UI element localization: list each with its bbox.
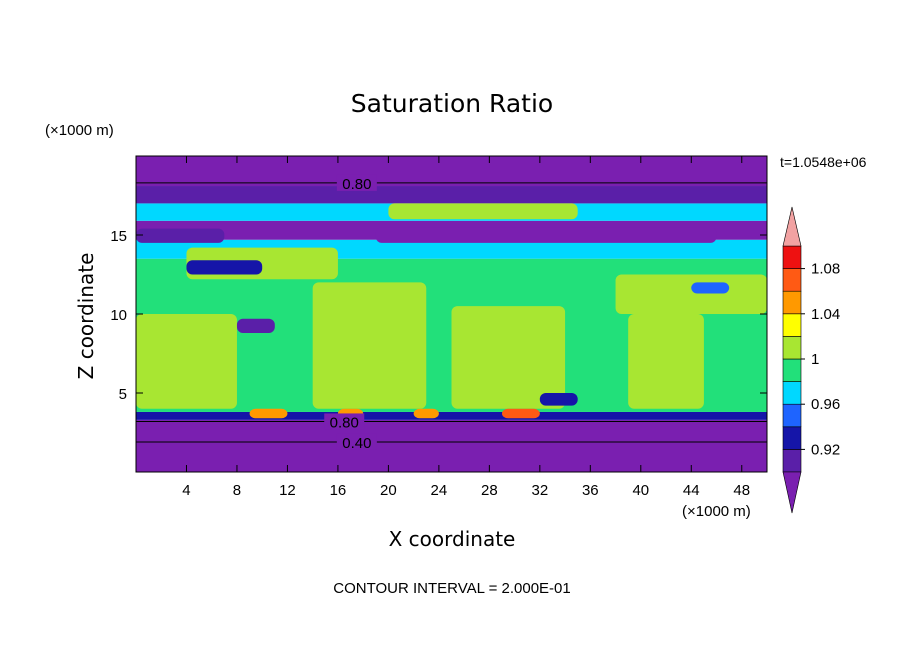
field-feature-4 [628,314,704,409]
colorbar-bin [782,381,802,405]
colorbar-over-triangle [782,206,802,247]
field-feature-5 [615,274,767,314]
field-feature-12 [691,282,730,294]
field-feature-10 [236,318,275,333]
field-layer-0 [136,419,767,472]
field-feature-15 [501,408,540,419]
contour-label-bg-1 [324,413,365,430]
x-tick-label: 24 [431,482,448,499]
field-feature-3 [451,306,566,409]
field-feature-13 [249,408,288,419]
contour-label-0: 0.80 [342,176,371,193]
x-axis-label: X coordinate [389,527,516,551]
field-feature-6 [388,203,578,220]
colorbar-under-triangle [782,471,802,514]
field-feature-7 [136,228,225,243]
field-feature-14 [413,408,439,419]
y-axis-label: Z coordinate [74,253,98,380]
colorbar: 1.08 1.04 1 0.96 0.92 [782,206,840,514]
time-label: t=1.0548e+06 [780,154,867,170]
colorbar-label: 1.04 [811,306,840,323]
field-feature-0 [136,314,237,409]
field-feature-8 [375,227,717,243]
field-feature-9 [186,260,263,275]
x-tick-label: 44 [683,482,700,499]
x-tick-label: 16 [330,482,347,499]
field-layer-7 [136,156,767,187]
colorbar-bin [782,290,802,315]
y-unit-label: (×1000 m) [45,122,114,139]
y-tick-label: 15 [110,228,127,245]
y-tick-label: 10 [110,307,127,324]
x-tick-label: 12 [279,482,296,499]
field-feature-11 [539,393,578,406]
x-tick-label: 40 [632,482,649,499]
contour-labels: 0.80 0.80 0.40 [136,174,767,452]
plot-area [136,156,767,472]
colorbar-bin [782,313,802,337]
field-layer-1 [136,411,767,420]
colorbar-bin [782,336,802,360]
contour-label-bg-2 [336,433,377,450]
x-unit-label: (×1000 m) [682,503,751,520]
field-feature-2 [312,282,427,409]
x-tick-label: 48 [733,482,750,499]
colorbar-bin [782,358,802,382]
contour-label-1: 0.80 [330,414,359,431]
contour-label-bg-0 [336,174,377,191]
x-tick-label: 20 [380,482,397,499]
colorbar-label: 1 [811,351,819,368]
y-axis-ticks: 5 10 15 [110,228,767,403]
contour-interval-footer: CONTOUR INTERVAL = 2.000E-01 [333,580,570,597]
colorbar-label: 1.08 [811,261,840,278]
colorbar-bin [782,449,802,473]
colorbar-bin [782,403,802,428]
colorbar-bin [782,268,802,292]
colorbar-bin [782,245,802,269]
field-layer-6 [136,186,767,204]
chart-title: Saturation Ratio [351,89,553,118]
colorbar-label: 0.96 [811,396,840,413]
x-tick-label: 32 [531,482,548,499]
x-tick-label: 36 [582,482,599,499]
x-tick-label: 8 [233,482,241,499]
y-tick-label: 5 [119,386,127,403]
x-tick-label: 4 [182,482,190,499]
colorbar-bin [782,426,802,450]
contour-label-2: 0.40 [342,435,371,452]
colorbar-label: 0.92 [811,441,840,458]
x-axis-ticks: 4 8 12 16 20 24 28 32 36 40 44 48 [182,156,750,499]
x-tick-label: 28 [481,482,498,499]
